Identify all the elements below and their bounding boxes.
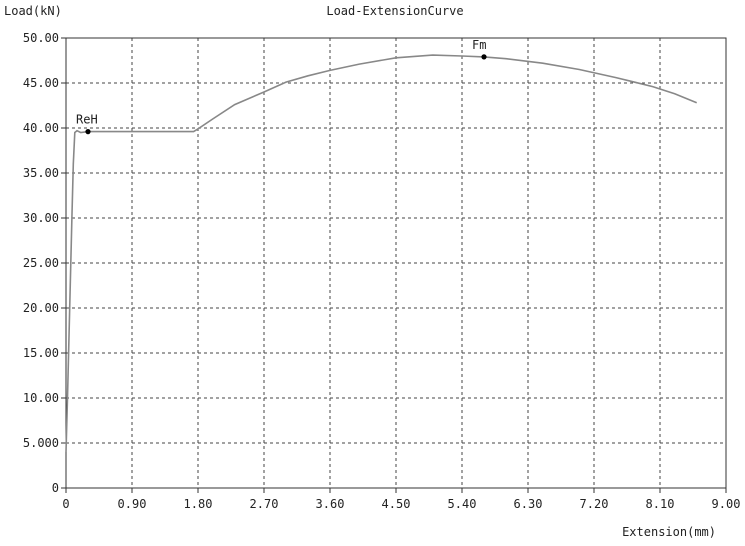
annotations: ReH Fm [76,38,487,135]
x-tick-label: 6.30 [514,497,543,511]
load-extension-series-line [65,54,698,453]
x-tick-label: 3.60 [316,497,345,511]
x-tick-label: 1.80 [184,497,213,511]
x-tick-label: 9.00 [712,497,741,511]
y-tick-label: 40.00 [23,121,59,135]
annotation-marker [481,54,487,60]
x-tick-label: 8.10 [646,497,675,511]
y-tick-label: 25.00 [23,256,59,270]
y-tick-label: 35.00 [23,166,59,180]
annotation-label: ReH [76,113,98,127]
x-axis-ticks: 0 0.90 1.80 2.70 3.60 4.50 5.40 6.30 7.20 8.10 9.0… [62,488,740,511]
x-tick-label: 0.90 [118,497,147,511]
y-tick-label: 45.00 [23,76,59,90]
x-tick-label: 5.40 [448,497,477,511]
y-tick-label: 20.00 [23,301,59,315]
y-tick-label: 0 [52,481,59,495]
annotation-marker [85,129,91,135]
x-tick-label: 7.20 [580,497,609,511]
y-tick-label: 10.00 [23,391,59,405]
x-axis-label: Extension(mm) [622,525,716,539]
y-axis-label: Load(kN) [4,4,62,18]
y-axis-ticks: 0 5.000 10.00 15.00 20.00 25.00 30.00 35.00 40.0… [23,31,66,495]
y-tick-label: 50.00 [23,31,59,45]
y-tick-label: 5.000 [23,436,59,450]
y-tick-label: 30.00 [23,211,59,225]
chart-title: Load-ExtensionCurve [326,4,463,18]
grid [66,38,726,488]
y-tick-label: 15.00 [23,346,59,360]
x-tick-label: 0 [62,497,69,511]
x-tick-label: 4.50 [382,497,411,511]
x-tick-label: 2.70 [250,497,279,511]
annotation-label: Fm [472,38,486,52]
